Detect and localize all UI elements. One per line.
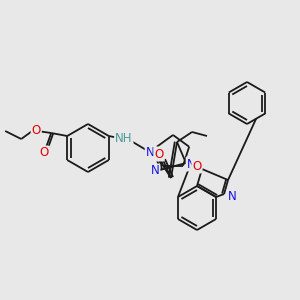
Text: O: O <box>32 124 41 136</box>
Text: O: O <box>192 160 202 172</box>
Text: NH: NH <box>115 131 133 145</box>
Text: N: N <box>187 158 195 170</box>
Text: N: N <box>151 164 159 178</box>
Text: O: O <box>40 146 49 160</box>
Text: N: N <box>228 190 236 202</box>
Text: O: O <box>154 148 164 160</box>
Text: N: N <box>146 146 154 158</box>
